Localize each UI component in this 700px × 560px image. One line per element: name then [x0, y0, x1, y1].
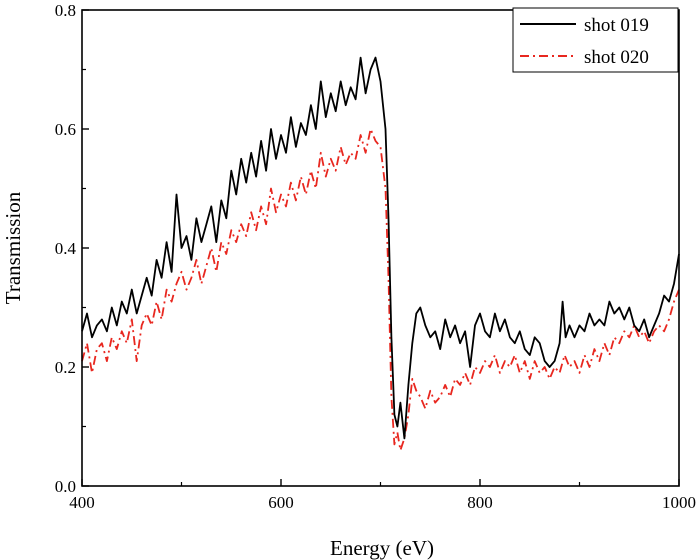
series-line-shot-020: [81, 128, 680, 452]
x-tick-label: 800: [467, 493, 493, 512]
plot-frame: [81, 9, 680, 487]
x-tick-label: 400: [69, 493, 95, 512]
legend-label-shot-020: shot 020: [584, 47, 649, 68]
legend: shot 019 shot 020: [512, 7, 679, 73]
y-tick-label: 0.6: [55, 120, 76, 139]
legend-label-shot-019: shot 019: [584, 15, 649, 36]
y-tick-label: 0.0: [55, 477, 76, 496]
x-tick-label: 600: [268, 493, 294, 512]
axis-ticks: 400 600 800 1000 0.0 0.2 0.4 0.6 0.8: [55, 1, 696, 512]
x-axis-label: Energy (eV): [330, 536, 434, 560]
y-axis-label: Transmission: [1, 191, 25, 304]
x-tick-label: 1000: [662, 493, 696, 512]
series-line-shot-019: [81, 56, 680, 440]
plot-area: [81, 56, 680, 452]
y-tick-label: 0.2: [55, 358, 76, 377]
legend-box: [512, 7, 679, 73]
y-tick-label: 0.4: [55, 239, 77, 258]
y-tick-label: 0.8: [55, 1, 76, 20]
